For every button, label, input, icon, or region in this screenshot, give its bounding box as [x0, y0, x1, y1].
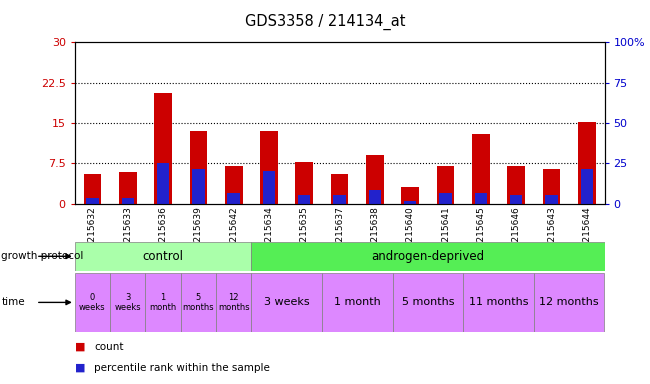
Bar — [146, 273, 181, 332]
Text: ■: ■ — [75, 363, 85, 373]
Text: 3
weeks: 3 weeks — [114, 293, 141, 312]
Bar — [508, 166, 525, 204]
Bar — [110, 273, 146, 332]
Text: 12
months: 12 months — [218, 293, 250, 312]
Text: 11 months: 11 months — [469, 297, 528, 308]
Bar — [393, 273, 463, 332]
Bar — [510, 195, 523, 204]
Bar — [402, 187, 419, 204]
Bar — [216, 273, 252, 332]
Bar — [545, 195, 558, 204]
Bar — [298, 195, 311, 204]
Bar — [263, 171, 275, 204]
Bar — [225, 166, 242, 204]
Bar — [84, 174, 101, 204]
Bar — [260, 131, 278, 204]
Bar — [119, 172, 136, 204]
Bar — [472, 134, 489, 204]
Bar — [190, 131, 207, 204]
Bar — [580, 169, 593, 204]
Bar — [86, 198, 99, 204]
Text: 5
months: 5 months — [183, 293, 214, 312]
Text: growth protocol: growth protocol — [1, 251, 84, 262]
Bar — [331, 174, 348, 204]
Bar — [333, 195, 346, 204]
Text: androgen-deprived: androgen-deprived — [371, 250, 484, 263]
Text: 0
weeks: 0 weeks — [79, 293, 106, 312]
Bar — [75, 242, 252, 271]
Bar — [369, 190, 381, 204]
Text: time: time — [1, 297, 25, 308]
Bar — [322, 273, 393, 332]
Bar — [578, 122, 595, 204]
Bar — [252, 242, 604, 271]
Text: 1 month: 1 month — [334, 297, 381, 308]
Bar — [181, 273, 216, 332]
Bar — [404, 201, 417, 204]
Bar — [463, 273, 534, 332]
Bar — [439, 193, 452, 204]
Bar — [534, 273, 604, 332]
Bar — [192, 169, 205, 204]
Bar — [474, 193, 487, 204]
Bar — [437, 166, 454, 204]
Text: 5 months: 5 months — [402, 297, 454, 308]
Text: GDS3358 / 214134_at: GDS3358 / 214134_at — [245, 13, 405, 30]
Text: 3 weeks: 3 weeks — [264, 297, 309, 308]
Bar — [75, 273, 110, 332]
Bar — [157, 163, 169, 204]
Bar — [296, 162, 313, 204]
Text: count: count — [94, 342, 124, 352]
Bar — [227, 193, 240, 204]
Text: 12 months: 12 months — [540, 297, 599, 308]
Text: control: control — [142, 250, 183, 263]
Bar — [122, 198, 134, 204]
Bar — [366, 155, 384, 204]
Bar — [252, 273, 322, 332]
Text: ■: ■ — [75, 342, 85, 352]
Text: 1
month: 1 month — [150, 293, 177, 312]
Bar — [543, 169, 560, 204]
Text: percentile rank within the sample: percentile rank within the sample — [94, 363, 270, 373]
Bar — [154, 93, 172, 204]
